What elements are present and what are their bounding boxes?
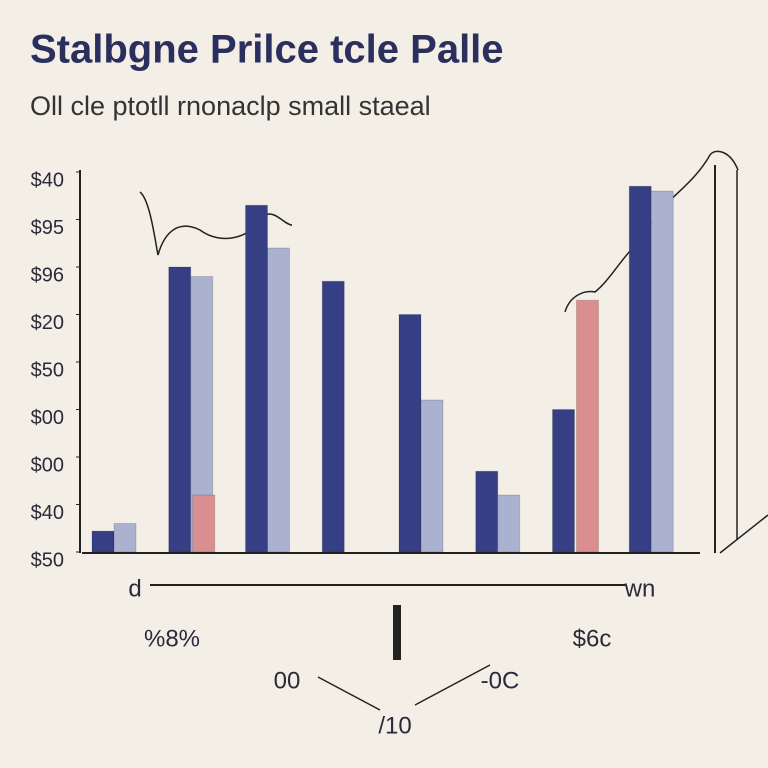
bar bbox=[497, 494, 521, 553]
annotation: /10 bbox=[378, 712, 411, 739]
bar bbox=[168, 266, 192, 553]
y-tick-label: $40 bbox=[31, 502, 64, 524]
bar bbox=[628, 185, 652, 553]
bar bbox=[475, 470, 499, 553]
y-tick-label: $00 bbox=[31, 407, 64, 429]
bar bbox=[398, 314, 422, 553]
y-tick-label: $50 bbox=[31, 549, 64, 571]
y-tick-label: $40 bbox=[31, 169, 64, 191]
marker bbox=[393, 605, 401, 660]
bar bbox=[576, 299, 599, 553]
y-tick-label: $50 bbox=[31, 359, 64, 381]
annotation: $6c bbox=[573, 625, 612, 652]
bar bbox=[91, 530, 115, 553]
y-tick-label: $95 bbox=[31, 217, 64, 239]
y-tick-label: $00 bbox=[31, 454, 64, 476]
marker-line bbox=[719, 514, 768, 554]
connector bbox=[414, 664, 491, 706]
y-tick-label: $96 bbox=[31, 264, 64, 286]
bar bbox=[192, 494, 216, 553]
chart-subtitle: Oll cle ptotll rnonaclp small staeal bbox=[30, 91, 431, 121]
bar bbox=[245, 204, 268, 553]
bar bbox=[650, 190, 674, 553]
bar bbox=[267, 247, 290, 553]
y-tick-label: $20 bbox=[31, 312, 64, 334]
annotation: 00 bbox=[274, 667, 301, 694]
chart-title: Stalbgne Prilce tcle Palle bbox=[30, 28, 504, 72]
connector bbox=[317, 676, 381, 711]
annotation: d bbox=[128, 575, 141, 602]
bar bbox=[321, 280, 345, 553]
annotation: -0C bbox=[481, 667, 520, 694]
trend-curve bbox=[139, 191, 293, 256]
annotation: wn bbox=[624, 575, 656, 602]
bar bbox=[420, 399, 444, 553]
annotation: %8% bbox=[144, 625, 200, 652]
bar bbox=[113, 523, 137, 553]
bar bbox=[552, 409, 575, 553]
